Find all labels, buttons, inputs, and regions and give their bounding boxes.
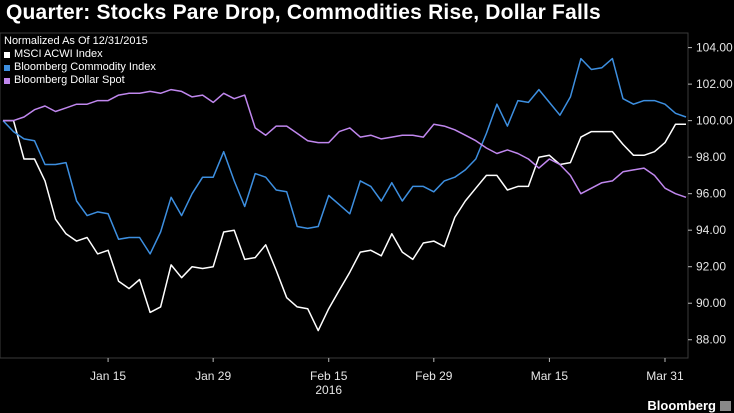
x-year-label: 2016 — [315, 383, 342, 397]
y-tick-label: 104.00 — [696, 41, 733, 55]
legend-label-commodity: Bloomberg Commodity Index — [14, 61, 156, 73]
y-tick-label: 94.00 — [696, 223, 726, 237]
legend-item-msci: MSCI ACWI Index — [4, 48, 156, 61]
x-tick-label: Mar 31 — [646, 369, 684, 383]
legend-swatch-dollar — [4, 77, 10, 84]
brand-icon — [720, 401, 731, 411]
y-tick-label: 98.00 — [696, 150, 726, 164]
x-tick-label: Feb 29 — [415, 369, 453, 383]
series-line-1 — [2, 57, 687, 255]
x-tick-label: Mar 15 — [531, 369, 569, 383]
chart-title: Quarter: Stocks Pare Drop, Commodities R… — [6, 1, 601, 24]
x-tick-label: Feb 15 — [310, 369, 348, 383]
y-tick-label: 96.00 — [696, 187, 726, 201]
legend-swatch-msci — [4, 51, 10, 58]
legend-heading: Normalized As Of 12/31/2015 — [4, 35, 148, 47]
x-tick-label: Jan 15 — [90, 369, 126, 383]
legend-label-msci: MSCI ACWI Index — [14, 48, 103, 60]
legend-swatch-commodity — [4, 64, 10, 71]
y-tick-label: 88.00 — [696, 333, 726, 347]
legend-label-dollar: Bloomberg Dollar Spot — [14, 74, 125, 86]
y-tick-label: 90.00 — [696, 296, 726, 310]
legend-item-commodity: Bloomberg Commodity Index — [4, 61, 156, 74]
plot-area — [0, 32, 689, 359]
series-line-0 — [3, 119, 686, 332]
y-tick-label: 100.00 — [696, 114, 733, 128]
series-line-2 — [3, 88, 687, 199]
y-tick-label: 92.00 — [696, 260, 726, 274]
x-tick-label: Jan 29 — [195, 369, 231, 383]
y-tick-label: 102.00 — [696, 77, 733, 91]
brand-logo: Bloomberg — [647, 398, 716, 413]
legend: Normalized As Of 12/31/2015 MSCI ACWI In… — [4, 35, 156, 87]
legend-item-dollar: Bloomberg Dollar Spot — [4, 74, 156, 87]
